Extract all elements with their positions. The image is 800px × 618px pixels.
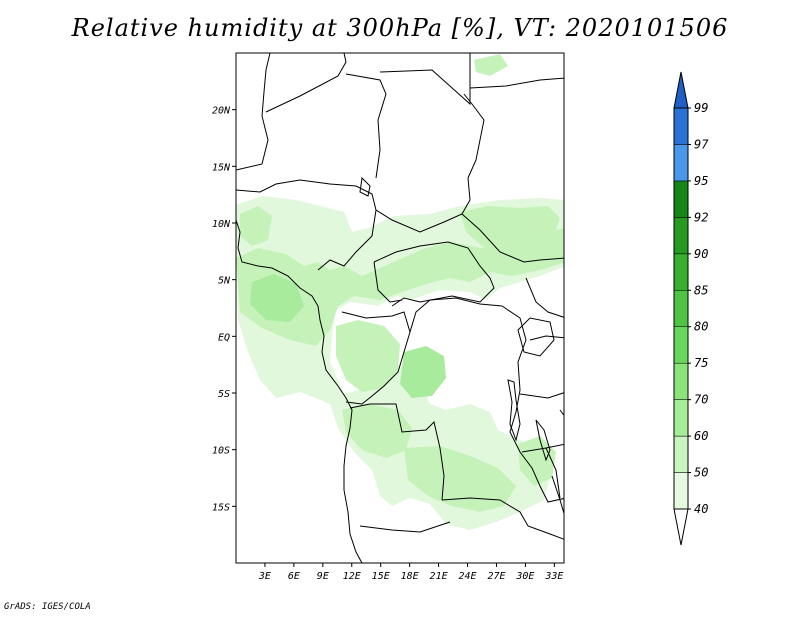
humidity-area-central [400,346,446,398]
colorbar-segment [673,180,689,218]
colorbar-label: 99 [694,101,708,115]
lat-axis: 20N 15N 10N 5N EQ 5S 10S 15S [212,106,236,513]
lon-axis: 3E 6E 9E 12E 15E 18E 21E 24E 27E 30E 33E [258,563,563,582]
lat-tick-label: EQ [218,332,230,343]
colorbar-segment [673,435,689,473]
humidity-area-gabon [250,274,304,322]
humidity-shading [236,54,564,530]
lake-tanganyika [507,379,521,442]
lake-chad [359,176,371,197]
colorbar-label: 80 [694,320,708,334]
lon-tick-label: 30E [515,571,534,582]
colorbar-segment [673,217,689,255]
humidity-area-east [460,206,560,254]
lon-tick-label: 33E [544,571,563,582]
grads-credit: GrADS: IGES/COLA [4,602,91,612]
colorbar-segment [673,253,689,291]
colorbar-bottom-arrow [673,508,689,546]
border-congo [341,297,564,503]
colorbar: 40 50 60 70 75 80 85 90 92 95 97 99 [673,71,709,546]
colorbar-segment [673,362,689,400]
colorbar-segment [673,107,689,145]
coastline-west [236,219,363,563]
lon-tick-label: 21E [430,571,448,582]
lat-tick-label: 5N [218,276,231,287]
lat-tick-label: 10S [212,446,230,457]
colorbar-label: 75 [694,356,708,370]
humidity-area-gulf [236,228,564,346]
colorbar-label: 97 [694,137,709,151]
colorbar-segment [673,399,689,437]
colorbar-segment [673,144,689,182]
lon-tick-label: 24E [458,571,476,582]
colorbar-label: 90 [694,247,708,261]
colorbar-top-arrow [673,71,689,109]
humidity-area-angola [342,404,412,458]
lon-tick-label: 15E [372,571,390,582]
colorbar-label: 50 [694,466,708,480]
colorbar-label: 70 [694,393,708,407]
map-frame [235,52,565,564]
border-central [373,213,564,307]
colorbar-outline [673,107,689,510]
lon-tick-label: 18E [401,571,419,582]
lon-tick-label: 9E [317,571,329,582]
map-title: Relative humidity at 300hPa [%], VT: 202… [71,14,729,42]
lake-malawi [535,419,551,462]
border-sahara [236,53,471,179]
colorbar-label: 95 [694,174,708,188]
coast-north-east [469,77,564,89]
humidity-area-south [404,446,516,512]
lat-tick-label: 5S [218,389,230,400]
border-east [519,277,564,499]
colorbar-segment [673,472,689,510]
lon-tick-label: 27E [487,571,505,582]
coast-southeast [551,409,564,516]
colorbar-segment [673,326,689,364]
colorbar-label: 92 [694,210,708,224]
lat-tick-label: 10N [212,219,231,230]
colorbar-label: 40 [694,502,708,516]
humidity-area-sahara [474,54,508,76]
lake-victoria [517,317,555,357]
border-sahel [236,93,485,271]
colorbar-label: 60 [694,429,708,443]
lon-tick-label: 12E [343,571,361,582]
lon-tick-label: 3E [258,571,271,582]
colorbar-segment [673,290,689,327]
lat-tick-label: 15S [212,502,230,513]
humidity-area-north [240,206,272,246]
humidity-area-congo [336,320,400,392]
lat-tick-label: 15N [212,162,231,173]
lon-tick-label: 6E [288,571,300,582]
country-borders [236,53,564,563]
colorbar-label: 85 [694,283,708,297]
lat-tick-label: 20N [212,106,231,117]
border-angola [349,403,564,540]
